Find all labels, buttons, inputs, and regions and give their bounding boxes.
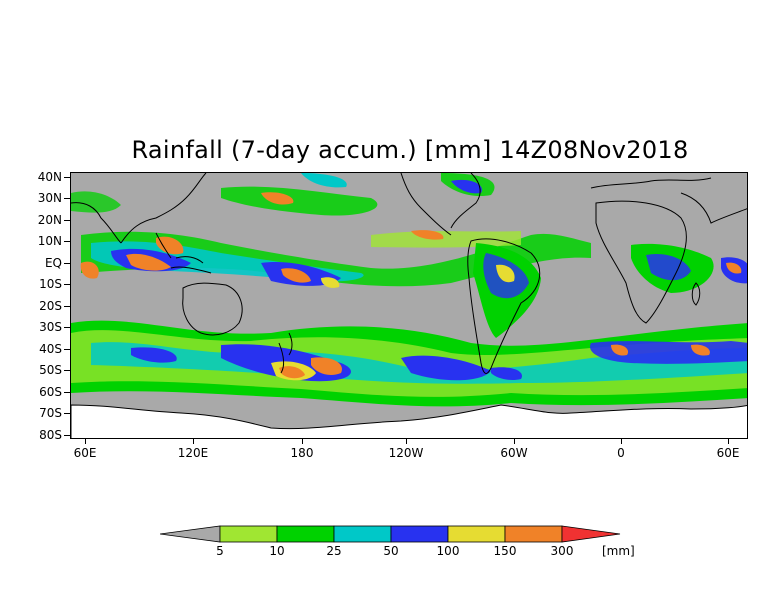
colorbar-segment-50-100 <box>390 525 449 543</box>
map-title: Rainfall (7-day accum.) [mm] 14Z08Nov201… <box>131 136 689 164</box>
lat-label-70s: 70S <box>39 406 62 420</box>
lat-tick <box>64 220 70 221</box>
lat-label-30s: 30S <box>39 320 62 334</box>
lat-tick <box>64 284 70 285</box>
southern-ocean-rain-band <box>71 320 747 407</box>
rainfall-colorbar <box>160 525 621 543</box>
colorbar-segment-above-300 <box>561 525 621 543</box>
colorbar-label-150: 150 <box>493 544 517 558</box>
lat-tick <box>64 435 70 436</box>
colorbar-segment-25-50 <box>333 525 392 543</box>
lat-tick <box>64 327 70 328</box>
colorbar-label-10: 10 <box>269 544 285 558</box>
antarctica-outline <box>71 404 747 438</box>
lat-tick <box>64 177 70 178</box>
colorbar-label-300: 300 <box>550 544 574 558</box>
lon-label-180: 180 <box>290 446 314 460</box>
lon-label-60e-right: 60E <box>716 446 740 460</box>
colorbar-segment-5-10 <box>219 525 278 543</box>
tropical-rain-bands <box>80 230 747 293</box>
lat-label-80s: 80S <box>39 428 62 442</box>
lon-tick <box>193 439 194 444</box>
lon-label-120e: 120E <box>177 446 209 460</box>
lat-label-50s: 50S <box>39 363 62 377</box>
colorbar-segment-100-150 <box>447 525 506 543</box>
colorbar-segment-150-300 <box>504 525 563 543</box>
colorbar-unit: [mm] <box>602 544 635 558</box>
lon-tick <box>514 439 515 444</box>
colorbar-segment-10-25 <box>276 525 335 543</box>
lat-label-eq: EQ <box>44 256 62 270</box>
colorbar-segment-below-5 <box>160 525 221 543</box>
lat-label-60s: 60S <box>39 385 62 399</box>
colorbar-label-100: 100 <box>436 544 460 558</box>
continental-rain <box>473 243 541 338</box>
colorbar-label-50: 50 <box>383 544 399 558</box>
lat-label-40n: 40N <box>37 170 62 184</box>
lat-label-20n: 20N <box>37 213 62 227</box>
lon-tick <box>85 439 86 444</box>
lat-tick <box>64 241 70 242</box>
rainfall-map-canvas <box>71 173 747 438</box>
lon-tick <box>728 439 729 444</box>
lat-tick <box>64 349 70 350</box>
northern-storm-tracks <box>71 173 495 216</box>
lat-label-10s: 10S <box>39 277 62 291</box>
rainfall-map <box>70 172 748 439</box>
lat-label-10n: 10N <box>37 234 62 248</box>
lon-label-120w: 120W <box>388 446 424 460</box>
lat-tick <box>64 198 70 199</box>
lon-label-60e-left: 60E <box>73 446 97 460</box>
lat-label-30n: 30N <box>37 191 62 205</box>
lat-label-40s: 40S <box>39 342 62 356</box>
lat-tick <box>64 306 70 307</box>
lat-label-20s: 20S <box>39 299 62 313</box>
lon-label-0: 0 <box>617 446 625 460</box>
lat-tick <box>64 263 70 264</box>
colorbar-label-5: 5 <box>216 544 224 558</box>
lat-tick <box>64 392 70 393</box>
lon-tick <box>621 439 622 444</box>
lon-tick <box>406 439 407 444</box>
lat-tick <box>64 413 70 414</box>
lat-tick <box>64 370 70 371</box>
colorbar-label-25: 25 <box>326 544 342 558</box>
lon-label-60w: 60W <box>500 446 528 460</box>
lon-tick <box>302 439 303 444</box>
coastlines <box>71 173 747 374</box>
